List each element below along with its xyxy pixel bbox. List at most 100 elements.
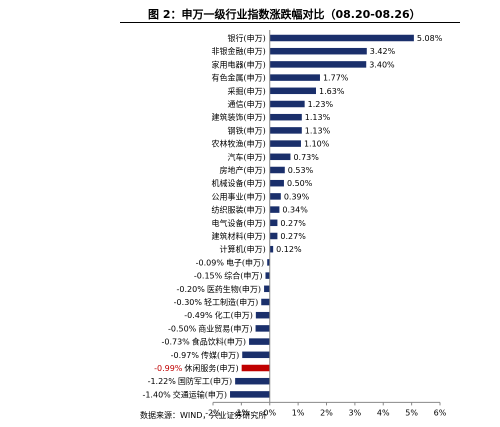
bars-layer <box>230 34 414 398</box>
value-label: -0.97% <box>171 351 200 360</box>
category-label: 综合(申万) <box>224 271 262 281</box>
bar <box>269 245 274 253</box>
axis-layer: -2% -1% 0% 1% 2% 3% 4% 5% 6% <box>205 30 447 417</box>
category-label: 非银金融(申万) <box>212 46 266 56</box>
bar <box>269 166 285 174</box>
category-label: 房地产(申万) <box>220 165 266 175</box>
value-label: -0.09% <box>196 258 225 267</box>
value-label: 0.50% <box>287 179 313 188</box>
category-label: 建筑材料(申万) <box>212 231 266 241</box>
bar <box>269 100 305 108</box>
category-label: 采掘(申万) <box>228 86 266 96</box>
bar <box>267 259 270 266</box>
bar <box>269 232 278 240</box>
category-label: 电子(申万) <box>226 257 264 267</box>
bar <box>265 272 270 279</box>
figure-title: 图 2：申万一级行业指数涨跌幅对比（08.20-08.26） <box>148 8 421 21</box>
category-label: 休闲服务(申万) <box>184 363 238 373</box>
value-label: -0.20% <box>177 285 206 294</box>
bar <box>230 391 270 398</box>
category-label: 计算机(申万) <box>220 244 266 254</box>
x-tick-label: 1% <box>292 408 305 417</box>
bar <box>269 179 284 187</box>
category-label: 通信(申万) <box>228 99 266 109</box>
bar <box>269 47 367 55</box>
bar <box>261 298 270 306</box>
category-label: 纺织服装(申万) <box>212 205 266 215</box>
category-label: 国防军工(申万) <box>178 376 232 386</box>
bar <box>255 311 270 319</box>
bar <box>249 338 270 345</box>
x-tick-label: 6% <box>434 408 447 417</box>
x-tick-label: -2% <box>205 408 221 417</box>
category-label: 医药生物(申万) <box>207 284 261 294</box>
x-tick-label: 0% <box>263 408 276 417</box>
title-rule <box>120 22 460 23</box>
x-tick-label: 5% <box>405 408 418 417</box>
value-label: 0.73% <box>293 153 319 162</box>
labels-layer: 银行(申万) 5.08% 非银金融(申万) 3.42% 家用电器(申万) 3.40% 有色金… <box>142 33 442 399</box>
bar <box>269 193 281 200</box>
bar <box>241 364 270 372</box>
value-label: 1.77% <box>323 74 349 83</box>
value-label: 3.40% <box>369 60 395 69</box>
category-label: 有色金属(申万) <box>212 73 266 83</box>
value-label: 5.08% <box>417 34 443 43</box>
category-label: 钢铁(申万) <box>228 125 266 135</box>
category-label: 汽车(申万) <box>228 152 266 162</box>
bar <box>269 113 302 121</box>
bar <box>269 74 320 81</box>
bar <box>264 285 270 293</box>
x-tick-label: 3% <box>349 408 362 417</box>
x-tick-label: 4% <box>377 408 390 417</box>
value-label: 3.42% <box>370 47 396 56</box>
value-label: 1.63% <box>319 87 345 96</box>
value-label: -0.73% <box>161 338 190 347</box>
x-tick-label: -1% <box>234 408 250 417</box>
value-label: -0.50% <box>168 324 197 333</box>
bar <box>242 351 270 359</box>
bar <box>269 127 302 134</box>
bar <box>235 377 270 385</box>
category-label: 公用事业(申万) <box>212 191 266 201</box>
bar <box>255 325 270 332</box>
category-label: 商业贸易(申万) <box>198 323 252 333</box>
value-label: -0.49% <box>184 311 213 320</box>
value-label: 1.10% <box>304 140 330 149</box>
category-label: 轻工制造(申万) <box>204 297 258 307</box>
x-tick-label: 2% <box>320 408 333 417</box>
category-label: 机械设备(申万) <box>212 178 266 188</box>
value-label: -0.15% <box>194 272 223 281</box>
category-label: 交通运输(申万) <box>173 389 227 399</box>
value-label: 0.27% <box>280 232 306 241</box>
category-label: 传媒(申万) <box>201 350 239 360</box>
category-label: 食品饮料(申万) <box>192 337 246 347</box>
bar <box>269 206 280 213</box>
bar <box>269 61 367 68</box>
value-label: 1.23% <box>308 100 334 109</box>
value-label: 1.13% <box>305 113 331 122</box>
value-label: 0.53% <box>288 166 314 175</box>
category-label: 化工(申万) <box>215 310 253 320</box>
bar <box>269 34 414 42</box>
value-label: -1.22% <box>148 377 177 386</box>
value-label: 0.12% <box>276 245 302 254</box>
category-label: 家用电器(申万) <box>212 59 266 69</box>
value-label: -1.40% <box>142 390 171 399</box>
value-label: -0.30% <box>174 298 203 307</box>
value-label: 0.27% <box>280 219 306 228</box>
category-label: 建筑装饰(申万) <box>212 112 266 122</box>
category-label: 电气设备(申万) <box>212 218 266 228</box>
bar <box>269 87 316 95</box>
bar <box>269 140 301 147</box>
category-label: 农林牧渔(申万) <box>212 139 266 149</box>
source-note: 数据来源：WIND，兴业证券研究所 <box>140 411 267 420</box>
value-label: -0.99% <box>154 364 183 373</box>
value-label: 0.39% <box>284 192 310 201</box>
bar <box>269 219 278 227</box>
category-label: 银行(申万) <box>228 33 266 43</box>
bar <box>269 153 291 161</box>
value-label: 1.13% <box>305 126 331 135</box>
value-label: 0.34% <box>282 206 308 215</box>
